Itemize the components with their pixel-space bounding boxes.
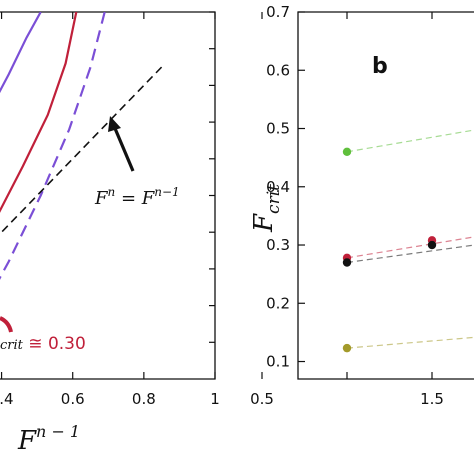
panel-b-ytick-label: 0.1 bbox=[266, 353, 290, 371]
panel-a: 0.4 0.6 0.8 1 Fn = Fn−1 crit ≅ 0.30 Fn − 1 bbox=[0, 11, 220, 456]
panel-b-letter: b bbox=[372, 54, 388, 79]
panel-a-xtick-label: 0.4 bbox=[0, 390, 14, 408]
panel-b-fit-line bbox=[346, 129, 474, 153]
panel-b-ytick-label: 0.5 bbox=[266, 120, 290, 138]
panel-b-xtick-label: 1.5 bbox=[420, 390, 444, 408]
panel-b-fit-line bbox=[346, 336, 474, 349]
annotation-identity: Fn = Fn−1 bbox=[94, 185, 180, 209]
annotation-fcrit: crit ≅ 0.30 bbox=[0, 334, 86, 354]
panel-a-xtick-label: 1 bbox=[210, 390, 220, 408]
panel-b-ytick-label: 0.4 bbox=[266, 178, 290, 196]
panel-b-data-point bbox=[342, 147, 352, 157]
panel-b-ytick-label: 0.6 bbox=[266, 61, 290, 79]
panel-a-xtick-label: 0.6 bbox=[61, 390, 85, 408]
panel-a-series-line bbox=[0, 12, 78, 213]
panel-a-series-line bbox=[0, 12, 42, 94]
panel-a-xtick-label: 0.8 bbox=[132, 390, 156, 408]
annotation-fcrit-marker bbox=[0, 316, 13, 333]
panel-b-ytick-label: 0.2 bbox=[266, 294, 290, 312]
panel-b-data-point bbox=[342, 258, 352, 267]
panel-b-data-point bbox=[427, 240, 437, 250]
panel-b-ytick-label: 0.3 bbox=[266, 236, 290, 254]
panel-b-frame bbox=[297, 11, 474, 380]
annotation-arrow-shaft bbox=[112, 125, 135, 172]
panel-b-ylabel: Fcrit bbox=[249, 184, 284, 233]
panel-b: 0.1 0.2 0.3 0.4 0.5 0.6 0.7 0.5 1.5 b Fcrit bbox=[249, 3, 474, 408]
panel-a-xlabel: Fn − 1 bbox=[17, 422, 80, 456]
panel-b-xtick-label: 0.5 bbox=[250, 390, 274, 408]
panel-b-ytick-label: 0.7 bbox=[266, 3, 290, 21]
panel-a-series-line bbox=[0, 66, 163, 235]
panel-a-series-line bbox=[0, 12, 106, 280]
panel-b-fit-line bbox=[346, 244, 474, 264]
panel-b-fit-line bbox=[346, 236, 474, 259]
annotation-arrow-head bbox=[108, 116, 121, 132]
panel-b-data-point bbox=[342, 343, 352, 353]
